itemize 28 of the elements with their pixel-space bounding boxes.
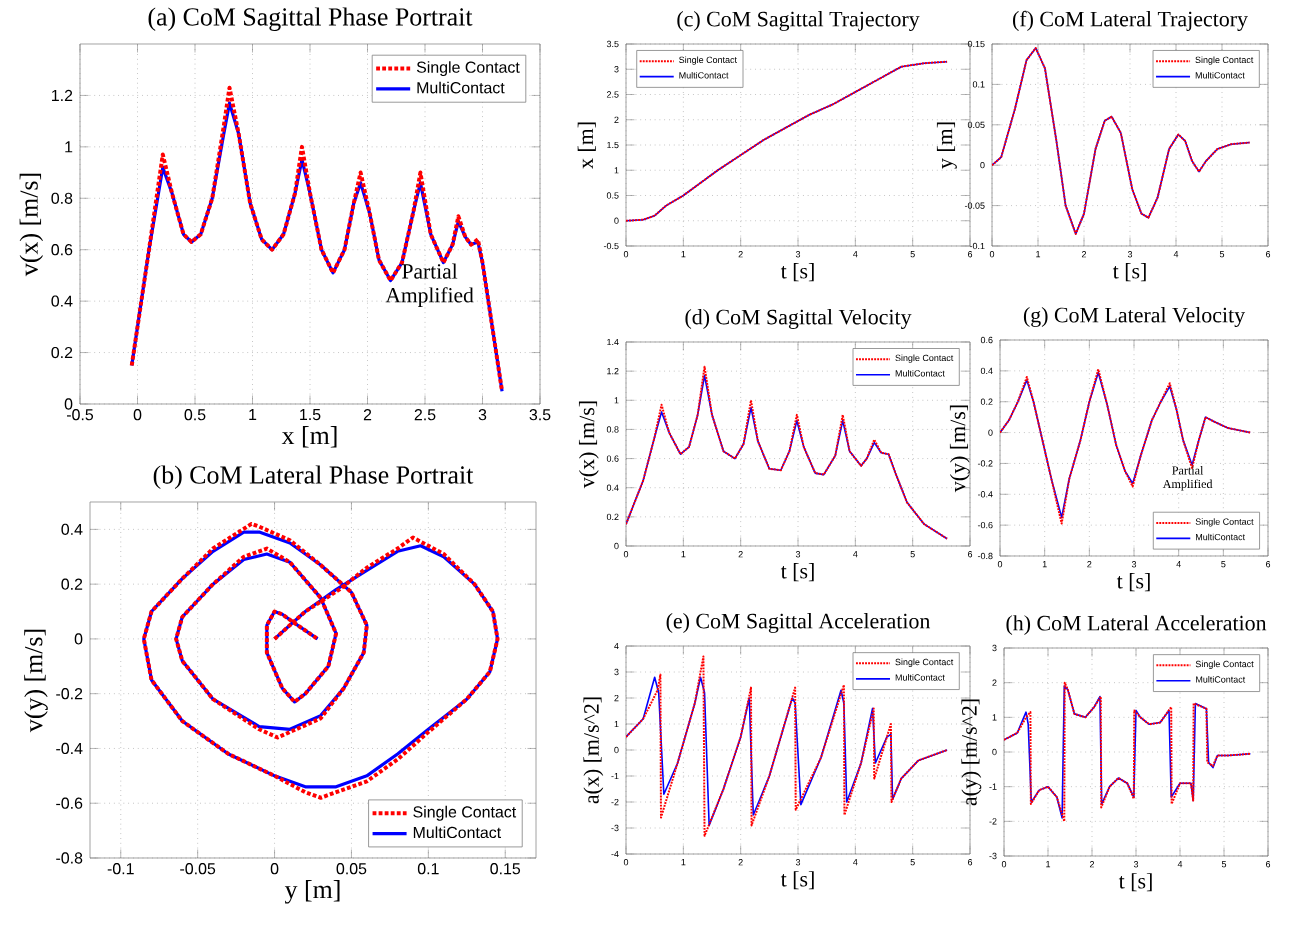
chart-title: (e) CoM Sagittal Acceleration <box>666 613 931 633</box>
line-series <box>626 655 949 837</box>
annotation: Partial Amplified <box>385 263 474 307</box>
y-axis-title: v(x) [m/s] <box>578 401 599 489</box>
chart-title: (h) CoM Lateral Acceleration <box>1006 615 1267 635</box>
x-axis-title: x [m] <box>281 426 337 448</box>
chart-title: (a) CoM Sagittal Phase Portrait <box>148 7 473 31</box>
line-series <box>626 676 948 827</box>
chart-title: (g) CoM Lateral Velocity <box>1023 307 1246 327</box>
line-series <box>992 47 1251 235</box>
y-axis-title: a(y) [m/s^2] <box>961 699 982 806</box>
chart-title: (c) CoM Sagittal Trajectory <box>677 11 920 31</box>
x-axis-title: t [s] <box>1116 573 1150 592</box>
chart-title: (b) CoM Lateral Phase Portrait <box>153 465 474 489</box>
y-axis-title: v(y) [m/s] <box>949 405 970 493</box>
y-axis-title: a(x) [m/s^2] <box>583 697 604 804</box>
chart-title: (d) CoM Sagittal Velocity <box>685 309 912 329</box>
y-axis-title: v(x) [m/s] <box>19 173 44 277</box>
y-axis-title: v(y) [m/s] <box>24 629 48 733</box>
x-axis-title: t [s] <box>780 563 814 582</box>
x-axis-title: y [m] <box>284 880 340 904</box>
chart-title: (f) CoM Lateral Trajectory <box>1013 10 1248 31</box>
x-axis-title: t [s] <box>780 263 814 282</box>
x-axis-title: t [s] <box>1118 873 1152 892</box>
y-axis-title: x [m] <box>577 122 596 169</box>
x-axis-title: t [s] <box>1112 263 1146 282</box>
y-axis-title: y [m] <box>936 122 957 169</box>
x-axis-title: t [s] <box>780 871 814 890</box>
